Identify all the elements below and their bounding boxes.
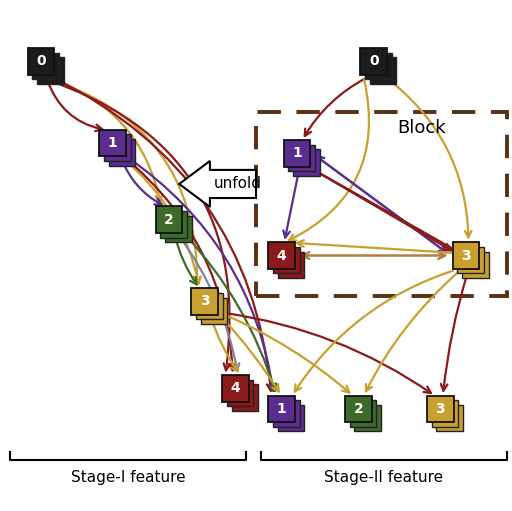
FancyBboxPatch shape (457, 247, 484, 273)
Text: 0: 0 (36, 54, 46, 68)
Text: 2: 2 (353, 402, 364, 416)
FancyBboxPatch shape (288, 145, 315, 171)
FancyBboxPatch shape (350, 400, 376, 427)
Text: unfold: unfold (214, 176, 262, 192)
FancyBboxPatch shape (222, 375, 249, 402)
FancyBboxPatch shape (345, 396, 372, 422)
Bar (256, 112, 507, 296)
FancyBboxPatch shape (436, 405, 463, 431)
FancyBboxPatch shape (370, 57, 396, 84)
Text: Stage-II feature: Stage-II feature (325, 470, 443, 485)
FancyBboxPatch shape (273, 247, 300, 273)
Text: 1: 1 (276, 402, 287, 416)
Text: 0: 0 (369, 54, 378, 68)
FancyBboxPatch shape (360, 48, 387, 75)
FancyBboxPatch shape (227, 380, 253, 406)
FancyBboxPatch shape (453, 242, 479, 269)
Text: 2: 2 (164, 213, 174, 227)
FancyBboxPatch shape (28, 48, 54, 75)
FancyBboxPatch shape (427, 396, 454, 422)
Text: Block: Block (397, 119, 445, 137)
Text: 3: 3 (200, 294, 209, 309)
FancyBboxPatch shape (160, 211, 187, 238)
Text: Stage-I feature: Stage-I feature (71, 470, 185, 485)
Text: 3: 3 (461, 248, 471, 263)
FancyBboxPatch shape (109, 139, 135, 166)
FancyBboxPatch shape (201, 297, 227, 324)
FancyBboxPatch shape (365, 53, 392, 79)
FancyBboxPatch shape (165, 216, 191, 242)
FancyBboxPatch shape (32, 53, 59, 79)
Text: 1: 1 (108, 136, 118, 150)
FancyBboxPatch shape (278, 251, 304, 278)
Text: 1: 1 (292, 146, 302, 160)
FancyBboxPatch shape (354, 405, 381, 431)
FancyBboxPatch shape (37, 57, 63, 84)
Text: 4: 4 (230, 381, 241, 396)
FancyArrow shape (179, 161, 256, 207)
FancyBboxPatch shape (273, 400, 300, 427)
FancyBboxPatch shape (278, 405, 304, 431)
FancyBboxPatch shape (231, 384, 258, 411)
Text: 3: 3 (436, 402, 445, 416)
FancyBboxPatch shape (462, 251, 488, 278)
FancyBboxPatch shape (432, 400, 458, 427)
FancyBboxPatch shape (293, 149, 319, 176)
FancyBboxPatch shape (268, 242, 295, 269)
FancyBboxPatch shape (284, 140, 310, 167)
FancyBboxPatch shape (268, 396, 295, 422)
FancyBboxPatch shape (196, 293, 223, 319)
FancyBboxPatch shape (191, 288, 218, 315)
FancyBboxPatch shape (104, 134, 131, 161)
FancyBboxPatch shape (99, 130, 126, 156)
FancyBboxPatch shape (156, 206, 182, 233)
Text: 4: 4 (276, 248, 287, 263)
